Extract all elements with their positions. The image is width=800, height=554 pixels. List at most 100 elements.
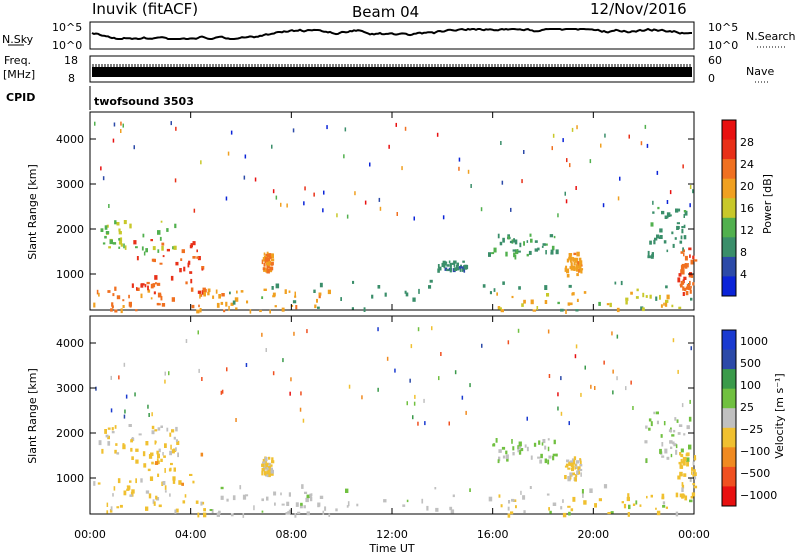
data-cell (679, 240, 683, 244)
data-cell (566, 459, 569, 463)
data-cell (610, 511, 614, 514)
data-cell (455, 264, 458, 268)
data-cell (346, 505, 349, 508)
data-cell (529, 486, 532, 489)
data-cell (492, 444, 496, 447)
data-cell (451, 262, 455, 265)
data-cell (266, 269, 270, 274)
data-cell (677, 432, 681, 435)
data-cell (686, 457, 690, 462)
data-cell (172, 480, 176, 484)
data-cell (272, 371, 275, 376)
data-cell (239, 485, 242, 490)
data-cell (305, 497, 309, 503)
data-cell (448, 421, 450, 426)
data-cell (675, 208, 679, 213)
data-cell (661, 442, 664, 447)
data-cell (677, 475, 681, 480)
x-axis-label: Time UT (368, 542, 414, 554)
colorbar-segment (722, 256, 736, 277)
data-cell (693, 485, 698, 489)
data-cell (104, 235, 107, 239)
data-cell (412, 415, 414, 420)
data-cell (437, 268, 440, 273)
data-cell (261, 470, 263, 476)
data-cell (663, 421, 666, 426)
data-cell (207, 292, 210, 296)
data-cell (583, 291, 587, 294)
colorbar-segment (722, 330, 736, 351)
data-cell (661, 496, 665, 500)
data-cell (632, 406, 634, 410)
data-cell (567, 476, 571, 479)
data-cell (199, 293, 201, 299)
data-cell (112, 493, 114, 497)
data-cell (572, 257, 575, 262)
data-cell (176, 440, 180, 445)
data-cell (670, 453, 673, 458)
data-cell (118, 246, 121, 249)
data-cell (225, 196, 228, 201)
data-cell (681, 263, 685, 268)
data-cell (469, 383, 471, 388)
data-cell (164, 490, 167, 493)
data-cell (253, 505, 255, 511)
data-cell (542, 243, 546, 246)
data-cell (147, 468, 151, 472)
data-cell (234, 297, 239, 302)
data-cell (655, 296, 658, 301)
data-cell (607, 512, 611, 515)
data-cell (396, 212, 398, 216)
nave-tick-bottom: 0 (708, 72, 715, 85)
data-cell (183, 266, 186, 272)
data-cell (303, 201, 305, 206)
data-cell (245, 363, 248, 367)
data-cell (154, 440, 157, 445)
data-cell (402, 504, 406, 507)
data-cell (547, 329, 550, 334)
data-cell (688, 247, 692, 251)
data-cell (173, 467, 176, 472)
data-cell (576, 460, 580, 464)
data-cell (335, 508, 338, 512)
data-cell (518, 446, 522, 450)
y-tick-label: 2000 (56, 427, 84, 440)
data-cell (635, 296, 639, 299)
data-cell (268, 261, 271, 266)
data-cell (418, 288, 420, 294)
data-cell (680, 280, 685, 285)
data-cell (109, 239, 113, 245)
data-cell (577, 261, 580, 266)
data-cell (446, 269, 450, 272)
data-cell (628, 504, 631, 510)
data-cell (462, 260, 465, 263)
data-cell (97, 482, 101, 485)
data-cell (526, 416, 528, 421)
data-cell (161, 245, 164, 251)
data-cell (436, 132, 439, 137)
data-cell (532, 309, 537, 312)
data-cell (417, 327, 420, 332)
data-cell (512, 452, 515, 456)
data-cell (481, 343, 483, 348)
data-cell (173, 245, 177, 250)
nsky-tick-bottom: 10^0 (52, 39, 82, 52)
data-cell (513, 252, 516, 258)
data-cell (150, 283, 154, 289)
data-cell (692, 282, 695, 286)
data-cell (280, 202, 282, 207)
data-cell (689, 499, 693, 503)
data-cell (463, 268, 466, 273)
data-cell (230, 130, 233, 135)
data-cell (659, 228, 663, 233)
data-cell (502, 281, 505, 285)
data-cell (412, 297, 416, 302)
nave-label: Nave (746, 65, 774, 78)
data-cell (549, 234, 554, 238)
data-cell (581, 489, 584, 494)
data-cell (579, 263, 582, 269)
data-cell (589, 159, 592, 164)
data-cell (286, 203, 288, 208)
data-cell (161, 242, 165, 246)
data-cell (271, 457, 274, 461)
